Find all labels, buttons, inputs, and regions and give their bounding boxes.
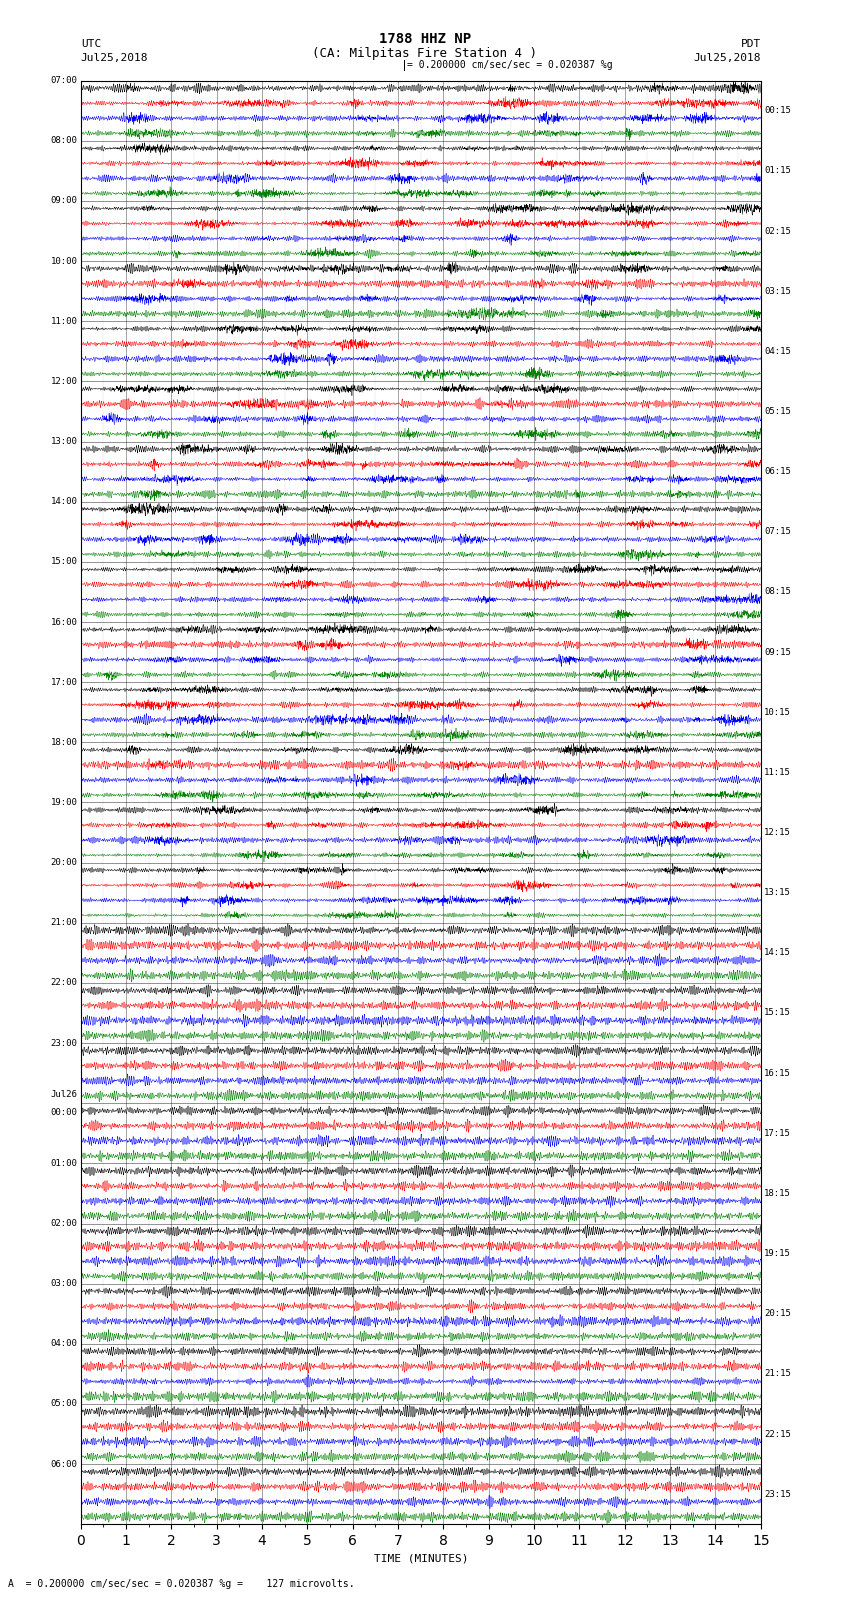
Text: 12:15: 12:15 [764,827,791,837]
Text: 16:15: 16:15 [764,1069,791,1077]
Text: 09:00: 09:00 [50,197,77,205]
Text: 00:15: 00:15 [764,106,791,115]
Text: UTC: UTC [81,39,101,48]
Text: 11:00: 11:00 [50,316,77,326]
Text: 19:15: 19:15 [764,1248,791,1258]
Text: Jul26: Jul26 [50,1090,77,1098]
Text: = 0.200000 cm/sec/sec = 0.020387 %g: = 0.200000 cm/sec/sec = 0.020387 %g [407,60,613,71]
Text: 20:15: 20:15 [764,1310,791,1318]
Text: 11:15: 11:15 [764,768,791,777]
Text: 02:00: 02:00 [50,1219,77,1227]
Text: 08:15: 08:15 [764,587,791,597]
Text: 23:15: 23:15 [764,1490,791,1498]
Text: 13:00: 13:00 [50,437,77,447]
Text: 00:00: 00:00 [50,1108,77,1116]
Text: 08:00: 08:00 [50,137,77,145]
Text: 03:15: 03:15 [764,287,791,295]
Text: 01:15: 01:15 [764,166,791,176]
Text: 20:00: 20:00 [50,858,77,868]
X-axis label: TIME (MINUTES): TIME (MINUTES) [373,1553,468,1563]
Text: 19:00: 19:00 [50,798,77,806]
Text: 06:00: 06:00 [50,1460,77,1468]
Text: 07:15: 07:15 [764,527,791,536]
Text: A  = 0.200000 cm/sec/sec = 0.020387 %g =    127 microvolts.: A = 0.200000 cm/sec/sec = 0.020387 %g = … [8,1579,355,1589]
Text: 22:00: 22:00 [50,979,77,987]
Text: 05:00: 05:00 [50,1400,77,1408]
Text: 14:00: 14:00 [50,497,77,506]
Text: 03:00: 03:00 [50,1279,77,1289]
Text: 22:15: 22:15 [764,1429,791,1439]
Text: 18:00: 18:00 [50,737,77,747]
Text: 15:00: 15:00 [50,558,77,566]
Text: 09:15: 09:15 [764,647,791,656]
Text: 17:00: 17:00 [50,677,77,687]
Text: (CA: Milpitas Fire Station 4 ): (CA: Milpitas Fire Station 4 ) [313,47,537,60]
Text: 15:15: 15:15 [764,1008,791,1018]
Text: 12:00: 12:00 [50,377,77,386]
Text: 06:15: 06:15 [764,468,791,476]
Text: 1788 HHZ NP: 1788 HHZ NP [379,32,471,45]
Text: 10:00: 10:00 [50,256,77,266]
Text: PDT: PDT [740,39,761,48]
Text: 14:15: 14:15 [764,948,791,958]
Text: Jul25,2018: Jul25,2018 [694,53,761,63]
Text: 07:00: 07:00 [50,76,77,85]
Text: 16:00: 16:00 [50,618,77,626]
Text: 04:00: 04:00 [50,1339,77,1348]
Text: 17:15: 17:15 [764,1129,791,1137]
Text: 18:15: 18:15 [764,1189,791,1198]
Text: 13:15: 13:15 [764,889,791,897]
Text: 10:15: 10:15 [764,708,791,716]
Text: 05:15: 05:15 [764,406,791,416]
Text: 01:00: 01:00 [50,1158,77,1168]
Text: 21:00: 21:00 [50,918,77,927]
Text: Jul25,2018: Jul25,2018 [81,53,148,63]
Text: 04:15: 04:15 [764,347,791,356]
Text: 23:00: 23:00 [50,1039,77,1047]
Text: 21:15: 21:15 [764,1369,791,1379]
Text: 02:15: 02:15 [764,226,791,235]
